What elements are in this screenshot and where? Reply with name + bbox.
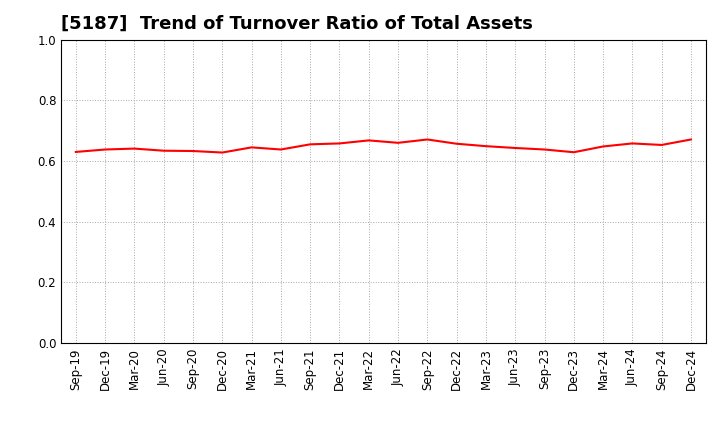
Text: [5187]  Trend of Turnover Ratio of Total Assets: [5187] Trend of Turnover Ratio of Total … <box>61 15 533 33</box>
